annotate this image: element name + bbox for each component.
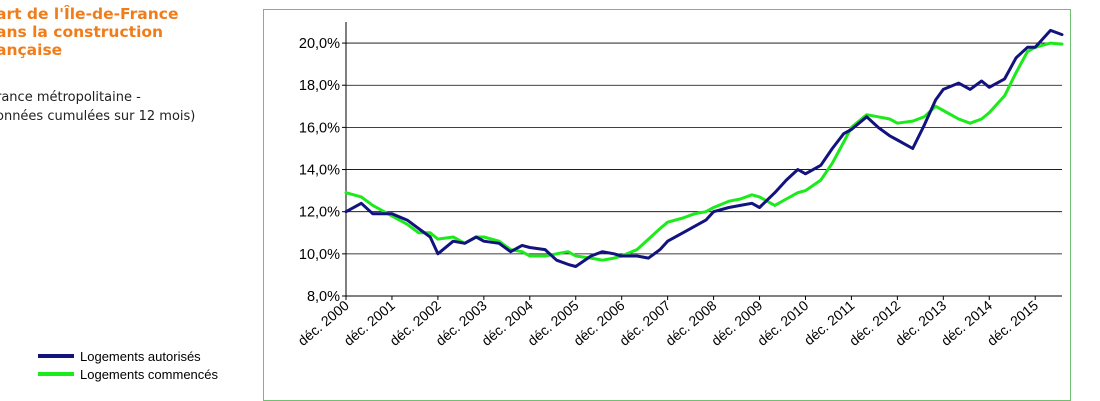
x-tick-label: déc. 2015 <box>984 297 1042 349</box>
series-line-commences <box>344 41 1064 262</box>
legend-label-autorises: Logements autorisés <box>80 348 201 364</box>
y-tick-label: 14,0% <box>299 163 340 179</box>
y-tick-label: 16,0% <box>299 120 340 136</box>
chart-subtitle: rance métropolitaine - onnées cumulées s… <box>0 88 256 126</box>
legend-item-autorises: Logements autorisés <box>38 347 218 365</box>
legend-label-commences: Logements commencés <box>80 366 219 382</box>
chart-title-line: art de l'Île-de-France <box>0 5 179 23</box>
y-tick-label: 8,0% <box>307 289 340 305</box>
line-chart: 8,0% 10,0% 12,0% 14,0% 16,0% 18,0% 20,0% déc. 2… <box>295 22 1064 349</box>
series-line-autorises <box>344 28 1064 268</box>
legend-item-commences: Logements commencés <box>38 365 218 383</box>
legend-swatch-autorises <box>38 354 74 358</box>
y-tick-label: 18,0% <box>299 78 340 94</box>
y-tick-label: 20,0% <box>299 36 340 52</box>
legend-swatch-commences <box>38 372 74 376</box>
chart-title: art de l'Île-de-France ans la constructi… <box>0 5 246 59</box>
chart-subtitle-line: rance métropolitaine - <box>0 90 141 105</box>
chart-legend: Logements autorisés Logements commencés <box>38 347 218 383</box>
x-tick-label: déc. 2010 <box>754 297 812 349</box>
chart-title-line: ans la construction <box>0 23 164 41</box>
chart-subtitle-line: onnées cumulées sur 12 mois) <box>0 109 196 124</box>
y-tick-label: 12,0% <box>299 205 340 221</box>
y-tick-label: 10,0% <box>299 247 340 263</box>
chart-title-line: ançaise <box>0 41 63 59</box>
